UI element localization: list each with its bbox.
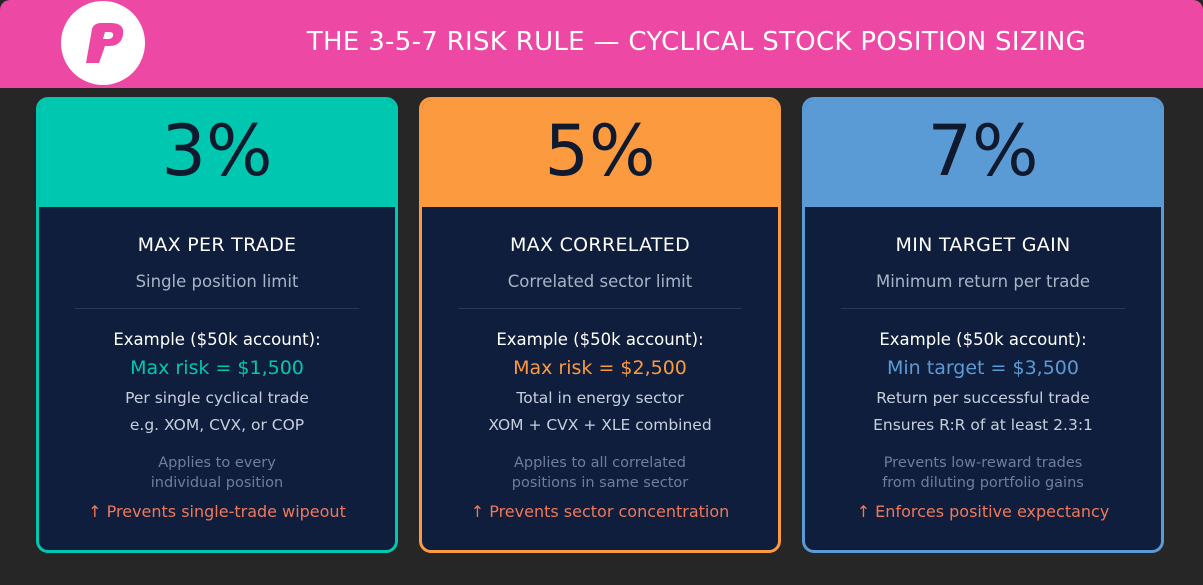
brand-logo-icon [61, 1, 145, 85]
note-line-1: Applies to all correlated [513, 455, 687, 471]
example-value: Max risk = $2,500 [513, 357, 687, 379]
example-label: Example ($50k account): [113, 330, 321, 349]
example-value: Max risk = $1,500 [130, 357, 304, 379]
percent-value: 7% [805, 100, 1161, 207]
card-heading: MAX PER TRADE [137, 234, 297, 256]
divider [75, 308, 359, 309]
detail-line-1: Total in energy sector [516, 389, 684, 407]
benefit-text: ↑ Enforces positive expectancy [856, 502, 1110, 521]
page-title: THE 3-5-7 RISK RULE — CYCLICAL STOCK POS… [306, 27, 1087, 57]
card-5-percent: 5% MAX CORRELATED Correlated sector limi… [419, 97, 781, 553]
detail-line-1: Return per successful trade [876, 389, 1090, 407]
note: Applies to every individual position [39, 453, 395, 493]
example-label: Example ($50k account): [879, 330, 1087, 349]
detail-line-2: Ensures R:R of at least 2.3:1 [873, 416, 1093, 434]
note: Prevents low-reward trades from diluting … [805, 453, 1161, 493]
benefit-text: ↑ Prevents single-trade wipeout [88, 502, 346, 521]
card-subtitle: Minimum return per trade [875, 272, 1091, 291]
detail-line-1: Per single cyclical trade [125, 389, 309, 407]
header-banner: THE 3-5-7 RISK RULE — CYCLICAL STOCK POS… [0, 0, 1203, 88]
card-heading: MIN TARGET GAIN [895, 234, 1071, 256]
card-heading: MAX CORRELATED [509, 234, 691, 256]
benefit-text: ↑ Prevents sector concentration [470, 502, 730, 521]
note-line-2: positions in same sector [511, 475, 689, 491]
card-subtitle: Correlated sector limit [507, 272, 693, 291]
card-7-percent: 7% MIN TARGET GAIN Minimum return per tr… [802, 97, 1164, 553]
note-line-2: from diluting portfolio gains [882, 475, 1084, 491]
example-value: Min target = $3,500 [886, 357, 1079, 379]
detail-line-2: XOM + CVX + XLE combined [488, 416, 712, 434]
example-label: Example ($50k account): [496, 330, 704, 349]
note-line-2: individual position [150, 475, 284, 491]
divider [841, 308, 1125, 309]
note-line-1: Applies to every [158, 455, 276, 471]
percent-value: 3% [39, 100, 395, 207]
card-3-percent: 3% MAX PER TRADE Single position limit E… [36, 97, 398, 553]
card-subtitle: Single position limit [135, 272, 299, 291]
note-line-1: Prevents low-reward trades [883, 455, 1083, 471]
detail-line-2: e.g. XOM, CVX, or COP [129, 416, 305, 434]
divider [458, 308, 742, 309]
percent-value: 5% [422, 100, 778, 207]
note: Applies to all correlated positions in sa… [422, 453, 778, 493]
